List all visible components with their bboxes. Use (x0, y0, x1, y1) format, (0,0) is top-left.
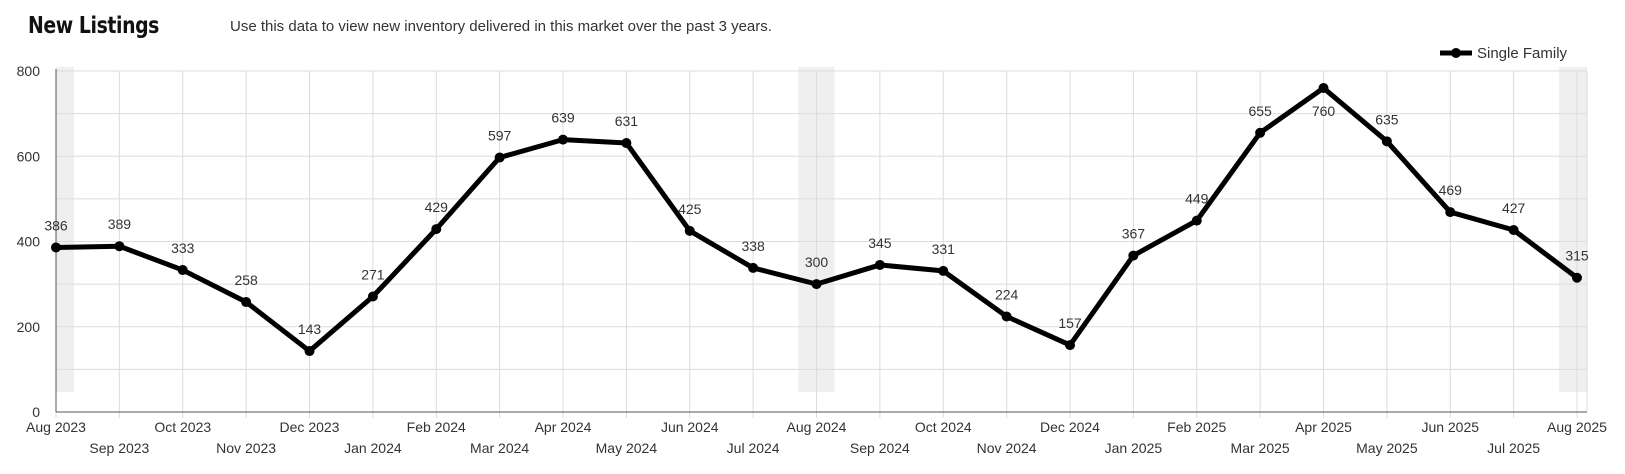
data-point (1508, 224, 1519, 235)
x-tick-label: Feb 2024 (407, 419, 466, 435)
x-tick-label: May 2025 (1356, 440, 1418, 456)
data-label: 635 (1375, 111, 1399, 127)
data-label: 639 (551, 110, 575, 126)
data-label: 315 (1565, 248, 1589, 264)
data-point (431, 224, 442, 235)
data-point (1572, 272, 1582, 283)
x-tick-label: Mar 2025 (1231, 440, 1290, 456)
data-label: 367 (1122, 226, 1146, 242)
data-label: 143 (298, 321, 322, 337)
y-tick-label: 600 (17, 148, 41, 164)
data-label: 386 (44, 217, 68, 233)
data-point (177, 265, 188, 276)
data-label: 345 (868, 235, 892, 251)
highlight-bands (56, 67, 1587, 392)
x-tick-label: Apr 2025 (1295, 419, 1352, 435)
data-point (367, 291, 378, 302)
data-point (1001, 311, 1012, 322)
y-tick-label: 0 (32, 404, 40, 420)
data-point (304, 346, 315, 357)
data-point (1065, 340, 1075, 351)
data-label: 157 (1058, 315, 1082, 331)
data-point (241, 297, 252, 308)
y-tick-label: 400 (17, 234, 41, 250)
x-tick-label: Jan 2025 (1105, 440, 1163, 456)
highlight-band (1559, 67, 1587, 392)
data-label: 331 (932, 241, 956, 257)
x-tick-label: Oct 2023 (154, 419, 211, 435)
data-label: 449 (1185, 191, 1209, 207)
x-tick-label: Jan 2024 (344, 440, 402, 456)
x-tick-label: Oct 2024 (915, 419, 972, 435)
data-point (558, 134, 568, 145)
data-label: 224 (995, 287, 1019, 303)
x-tick-label: Feb 2025 (1167, 419, 1226, 435)
x-tick-label: Mar 2024 (470, 440, 529, 456)
data-point (114, 241, 125, 252)
x-tick-label: Jun 2024 (661, 419, 719, 435)
data-label: 258 (234, 272, 258, 288)
y-tick-label: 200 (17, 319, 41, 335)
x-tick-label: Jul 2024 (727, 440, 780, 456)
data-label: 597 (488, 128, 512, 144)
data-label: 425 (678, 201, 702, 217)
data-point (1191, 215, 1202, 226)
chart-header: New Listings Use this data to view new i… (28, 6, 772, 46)
legend-dot-icon (1451, 48, 1461, 58)
y-axis-labels: 0 200 400 600 800 (17, 63, 41, 420)
x-tick-label: Sep 2024 (850, 440, 910, 456)
x-tick-label: Sep 2023 (89, 440, 149, 456)
data-label: 427 (1502, 200, 1526, 216)
data-point (938, 265, 949, 276)
data-point (1128, 250, 1139, 261)
data-label: 655 (1248, 103, 1272, 119)
axes (55, 69, 1587, 413)
data-point (748, 262, 759, 273)
data-point (621, 138, 632, 149)
x-tick-label: Apr 2024 (535, 419, 592, 435)
data-point (874, 259, 885, 270)
data-label: 429 (425, 199, 449, 215)
highlight-band (56, 67, 74, 392)
x-tick-label: Dec 2023 (280, 419, 340, 435)
data-label: 631 (615, 113, 639, 129)
data-point (1381, 136, 1392, 147)
legend-label: Single Family (1477, 45, 1568, 62)
chart-title: New Listings (28, 13, 159, 39)
x-tick-label: Nov 2024 (977, 440, 1037, 456)
x-tick-label: Jul 2025 (1487, 440, 1540, 456)
data-point (1255, 127, 1266, 138)
data-label: 469 (1439, 182, 1463, 198)
data-point (51, 242, 61, 253)
data-point (494, 152, 505, 163)
x-tick-label: Jun 2025 (1421, 419, 1479, 435)
data-label: 389 (108, 216, 132, 232)
data-point (1445, 207, 1456, 218)
x-tick-label: Aug 2023 (26, 419, 86, 435)
data-point (1318, 83, 1329, 94)
data-label: 338 (741, 238, 765, 254)
data-label: 760 (1312, 103, 1336, 119)
data-label: 333 (171, 240, 195, 256)
series-group: 386 389 333 258 143 271 429 597 639 631 425 338 300 3… (44, 83, 1589, 357)
x-tick-label: Aug 2024 (787, 419, 847, 435)
x-tick-label: Aug 2025 (1547, 419, 1607, 435)
data-point (684, 225, 695, 236)
data-label: 300 (805, 254, 829, 270)
data-point (811, 279, 822, 290)
chart-subtitle: Use this data to view new inventory deli… (230, 17, 772, 35)
x-tick-label: May 2024 (596, 440, 658, 456)
y-tick-label: 800 (17, 63, 41, 79)
data-label: 271 (361, 266, 385, 282)
x-tick-label: Nov 2023 (216, 440, 276, 456)
x-tick-label: Dec 2024 (1040, 419, 1100, 435)
legend[interactable]: Single Family (1440, 45, 1568, 62)
